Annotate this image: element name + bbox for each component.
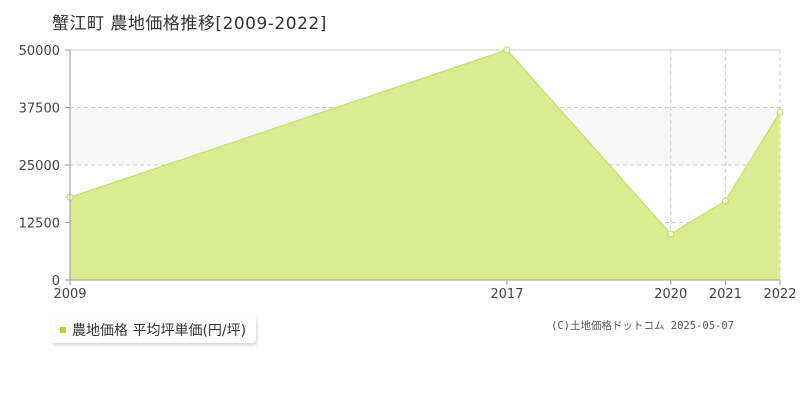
x-tick-label: 2020 bbox=[654, 287, 687, 302]
legend-label: 農地価格 平均坪単価(円/坪) bbox=[72, 323, 247, 339]
x-tick-label: 2009 bbox=[53, 287, 86, 302]
x-tick-label: 2017 bbox=[490, 287, 523, 302]
data-point bbox=[776, 108, 784, 116]
y-tick-label: 25000 bbox=[19, 159, 60, 174]
y-tick-label: 0 bbox=[52, 274, 60, 289]
data-point bbox=[503, 46, 511, 54]
axes bbox=[65, 49, 781, 285]
data-point bbox=[721, 197, 729, 205]
y-tick-label: 37500 bbox=[19, 102, 60, 117]
x-tick-labels: 2009 2017 2020 2021 2022 bbox=[53, 287, 796, 302]
legend: 農地価格 平均坪単価(円/坪) bbox=[52, 317, 257, 343]
data-point bbox=[667, 230, 675, 238]
y-tick-label: 50000 bbox=[19, 44, 60, 59]
y-tick-labels: 0 12500 25000 37500 50000 bbox=[19, 44, 60, 289]
chart-title: 蟹江町 農地価格推移[2009-2022] bbox=[52, 14, 327, 34]
y-tick-label: 12500 bbox=[19, 217, 60, 232]
x-tick-label: 2021 bbox=[709, 287, 742, 302]
area-series bbox=[70, 50, 780, 280]
x-tick-label: 2022 bbox=[763, 287, 796, 302]
copyright-text: (C)土地価格ドットコム 2025-05-07 bbox=[551, 320, 735, 332]
legend-swatch bbox=[60, 327, 66, 333]
